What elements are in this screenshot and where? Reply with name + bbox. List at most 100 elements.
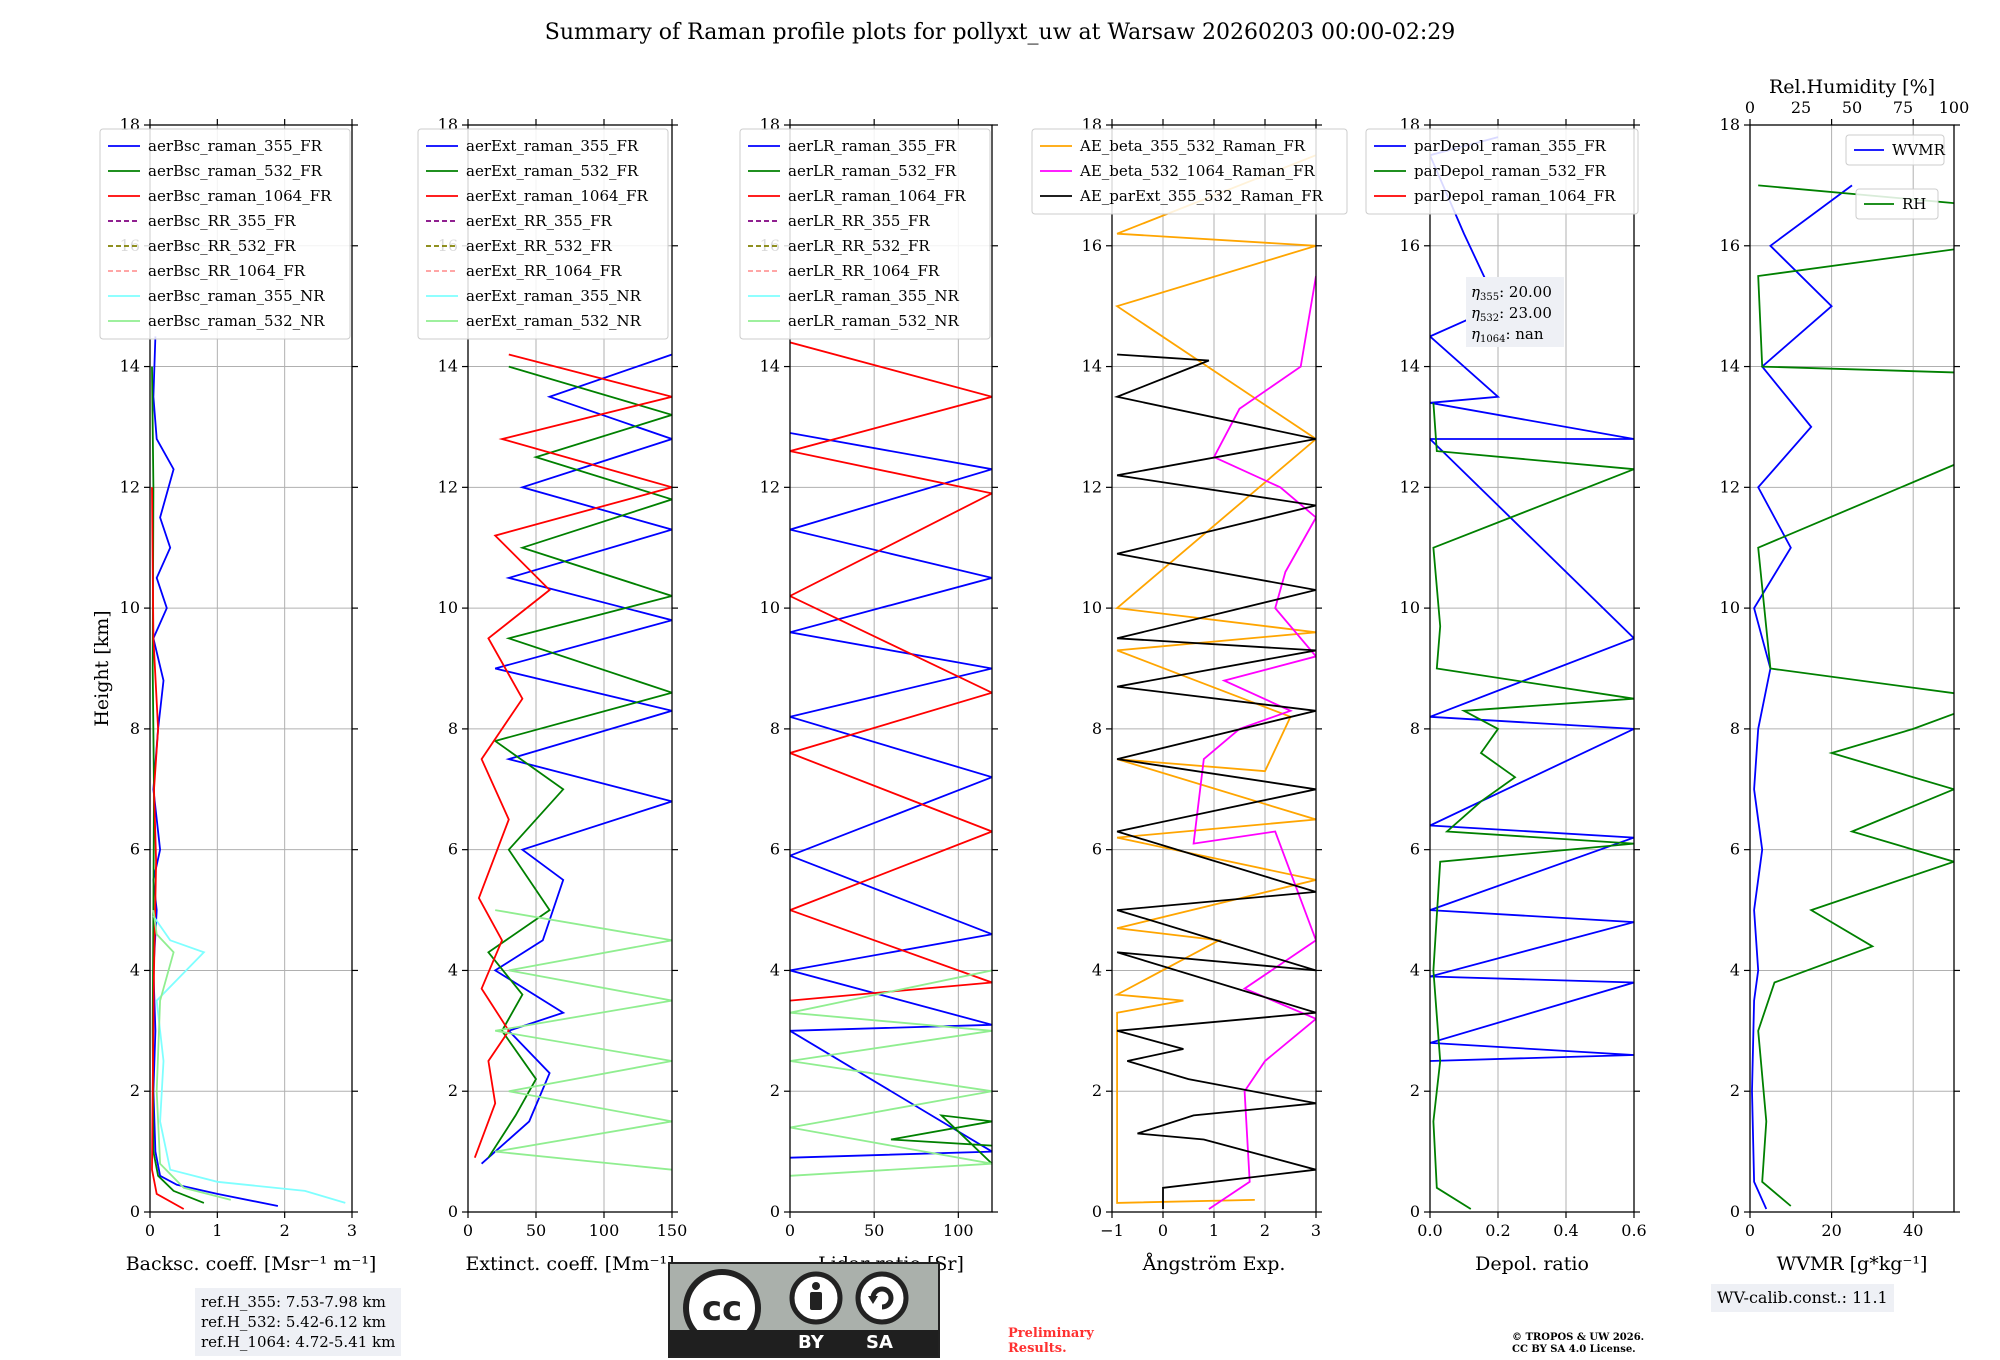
axes-frame — [1749, 124, 1955, 1213]
eta-sub: 532 — [1480, 313, 1499, 324]
legend-label: aerExt_raman_1064_FR — [466, 187, 648, 205]
series-line-RH — [1757, 184, 1954, 1207]
legend-label: aerLR_raman_1064_FR — [788, 187, 966, 205]
legend-label: aerBsc_RR_355_FR — [148, 212, 296, 230]
legend-label: AE_beta_532_1064_Raman_FR — [1079, 162, 1315, 180]
x-tick-label: 2 — [280, 1221, 290, 1240]
y-tick-label: 16 — [1720, 236, 1740, 255]
legend-label: aerBsc_raman_532_FR — [148, 162, 323, 180]
legend-label: aerLR_raman_532_FR — [788, 162, 957, 180]
x-axis-label: Depol. ratio — [1475, 1253, 1589, 1275]
eta-line: η355: 20.00 — [1471, 283, 1552, 303]
legend-label: aerLR_raman_532_NR — [788, 312, 959, 330]
y-tick-label: 6 — [770, 840, 780, 859]
legend-label: aerLR_RR_355_FR — [788, 212, 930, 230]
series-line-aerExt_raman_1064_FR — [473, 353, 672, 1159]
x-tick-label: 100 — [589, 1221, 620, 1240]
axes-frame — [467, 124, 673, 1213]
preliminary-line-2: Results. — [1008, 1341, 1067, 1356]
top-tick-label: 100 — [1939, 98, 1970, 117]
y-tick-label: 12 — [760, 477, 780, 496]
y-tick-label: 4 — [448, 960, 458, 979]
y-tick-label: 4 — [1410, 960, 1420, 979]
y-tick-label: 10 — [438, 598, 458, 617]
series-line-aerBsc_raman_532_NR — [152, 909, 232, 1201]
copyright-note: © TROPOS & UW 2026. CC BY SA 4.0 License… — [1512, 1332, 1644, 1356]
legend-label: parDepol_raman_1064_FR — [1414, 187, 1616, 205]
x-tick-label: 0 — [785, 1221, 795, 1240]
cc-license-badge: cc BY SA — [668, 1262, 940, 1358]
legend-box — [739, 128, 991, 340]
x-tick-label: 0 — [145, 1221, 155, 1240]
series-group — [1113, 154, 1316, 1210]
panel-backscatter: 0123024681012141618Backsc. coeff. [Msr⁻¹… — [91, 115, 376, 1275]
eta-symbol: η — [1471, 325, 1480, 343]
y-tick-label: 8 — [1092, 719, 1102, 738]
x-axis-label: WVMR [g*kg⁻¹] — [1777, 1253, 1928, 1275]
y-tick-label: 12 — [438, 477, 458, 496]
y-tick-label: 6 — [1730, 840, 1740, 859]
axes-frame — [1429, 124, 1635, 1213]
y-tick-label: 12 — [1082, 477, 1102, 496]
legend-label: aerBsc_raman_355_FR — [148, 137, 323, 155]
x-tick-label: 20 — [1821, 1221, 1841, 1240]
x-tick-label: 50 — [526, 1221, 546, 1240]
x-tick-label: 50 — [864, 1221, 884, 1240]
legend-label: parDepol_raman_532_FR — [1414, 162, 1607, 180]
legend-label: parDepol_raman_355_FR — [1414, 137, 1607, 155]
series-line-AE_beta_532_1064_Raman_FR — [1192, 275, 1316, 1210]
copyright-line-2: CC BY SA 4.0 License. — [1512, 1344, 1636, 1355]
y-tick-label: 2 — [448, 1081, 458, 1100]
cc-badge-bar: BY SA — [670, 1330, 938, 1356]
x-tick-label: 3 — [1311, 1221, 1321, 1240]
series-line-aerBsc_raman_355_NR — [152, 915, 346, 1204]
y-tick-label: 8 — [448, 719, 458, 738]
x-tick-label: 3 — [347, 1221, 357, 1240]
series-line-aerLR_raman_355_FR — [790, 432, 992, 1159]
x-tick-label: 0 — [463, 1221, 473, 1240]
x-tick-label: −1 — [1100, 1221, 1124, 1240]
x-tick-label: 0 — [1158, 1221, 1168, 1240]
x-tick-label: 1 — [1209, 1221, 1219, 1240]
series-line-AE_beta_355_532_Raman_FR — [1114, 154, 1316, 1204]
y-tick-label: 8 — [1730, 719, 1740, 738]
reference-heights-box: ref.H_355: 7.53-7.98 km ref.H_532: 5.42-… — [195, 1288, 402, 1356]
series-line-WVMR — [1751, 184, 1853, 1210]
y-tick-label: 10 — [120, 598, 140, 617]
preliminary-line-1: Preliminary — [1008, 1326, 1094, 1341]
series-line-aerLR_raman_532_FR — [890, 1114, 992, 1165]
legend-label: aerBsc_raman_532_NR — [148, 312, 325, 330]
series-group — [1751, 184, 1954, 1210]
top-axis-label: Rel.Humidity [%] — [1769, 76, 1935, 98]
y-tick-label: 12 — [120, 477, 140, 496]
legend-label: aerBsc_RR_532_FR — [148, 237, 296, 255]
legend-label: aerBsc_raman_1064_FR — [148, 187, 332, 205]
cc-logo-text: cc — [702, 1289, 742, 1329]
series-line-parDepol_raman_355_FR — [1430, 136, 1634, 1062]
series-line-aerBsc_raman_355_FR — [152, 336, 279, 1207]
figure-title: Summary of Raman profile plots for polly… — [544, 20, 1456, 45]
x-tick-label: 0.6 — [1621, 1221, 1646, 1240]
cc-badge-graphic: cc — [683, 1269, 909, 1330]
legend-label: aerLR_raman_355_FR — [788, 137, 957, 155]
x-tick-label: 0 — [1745, 1221, 1755, 1240]
y-tick-label: 14 — [120, 357, 140, 376]
series-line-aerExt_raman_532_FR — [487, 365, 672, 1159]
y-tick-label: 2 — [1092, 1081, 1102, 1100]
panel-extinction: 050100150024681012141618Extinct. coeff. … — [417, 115, 687, 1275]
eta-line: η1064: nan — [1471, 325, 1544, 345]
series-group — [151, 336, 346, 1210]
series-line-parDepol_raman_532_FR — [1432, 402, 1634, 1210]
top-tick-label: 0 — [1745, 98, 1755, 117]
person-icon — [789, 1271, 843, 1325]
legend-box — [1845, 134, 1945, 166]
legend-label: WVMR — [1892, 141, 1946, 159]
copyright-line-1: © TROPOS & UW 2026. — [1512, 1332, 1645, 1343]
y-tick-label: 0 — [1092, 1202, 1102, 1221]
legend-box — [99, 128, 351, 340]
y-tick-label: 2 — [130, 1081, 140, 1100]
legend-label: AE_parExt_355_532_Raman_FR — [1079, 187, 1324, 205]
